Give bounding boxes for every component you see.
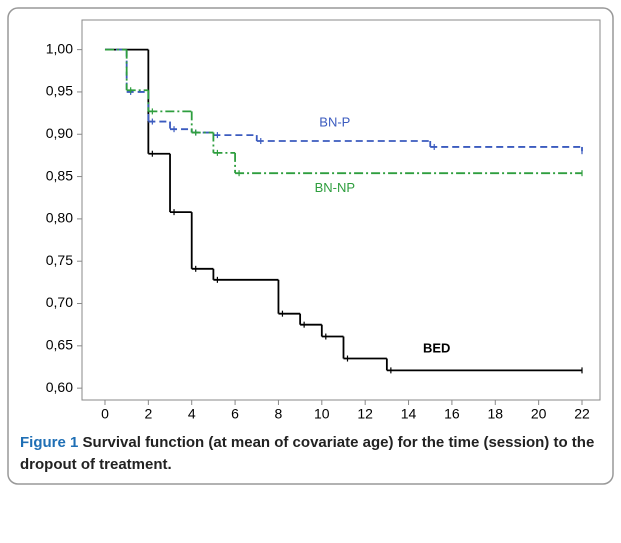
y-tick-label: 0,95	[46, 83, 73, 99]
x-tick-label: 22	[574, 406, 590, 422]
x-tick-label: 14	[401, 406, 417, 422]
x-tick-label: 4	[188, 406, 196, 422]
y-tick-label: 1,00	[46, 40, 73, 56]
x-tick-label: 16	[444, 406, 460, 422]
y-tick-label: 0,70	[46, 294, 73, 310]
plot-frame	[81, 19, 601, 401]
figure-border	[7, 7, 614, 485]
caption: Figure 1 Survival function (at mean of c…	[20, 432, 605, 476]
x-tick-label: 2	[144, 406, 152, 422]
y-tick-label: 0,60	[46, 379, 73, 395]
x-tick-label: 12	[357, 406, 373, 422]
x-tick-label: 0	[101, 406, 109, 422]
caption-text: Survival function (at mean of covariate …	[20, 434, 595, 473]
x-tick-label: 8	[275, 406, 283, 422]
series-label: BED	[423, 341, 450, 356]
x-tick-label: 20	[531, 406, 547, 422]
series-label: BN-NP	[315, 180, 355, 195]
y-tick-label: 0,85	[46, 167, 73, 183]
x-tick-label: 18	[487, 406, 503, 422]
x-tick-label: 10	[314, 406, 330, 422]
y-tick-label: 0,90	[46, 125, 73, 141]
caption-label: Figure 1	[20, 434, 79, 451]
series-label: BN-P	[319, 115, 350, 130]
y-tick-label: 0,65	[46, 337, 73, 353]
y-tick-label: 0,80	[46, 210, 73, 226]
y-tick-label: 0,75	[46, 252, 73, 268]
x-tick-label: 6	[231, 406, 239, 422]
